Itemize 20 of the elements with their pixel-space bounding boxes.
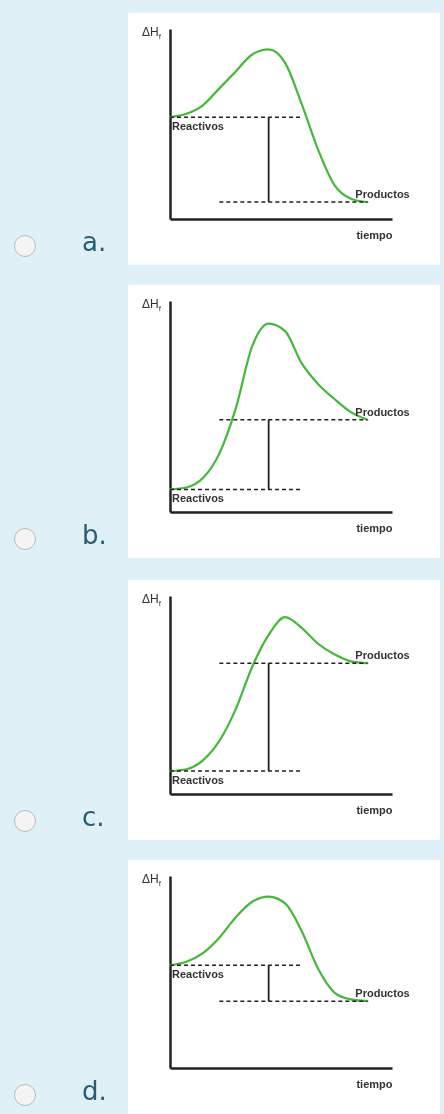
text: c. [82,802,105,832]
text: a. [82,227,107,257]
ref-line-label: Productos [355,649,410,662]
y-axis-title: ΔH$_{f}$ [142,297,161,314]
y-axis-title: ΔH$_{f}$ [142,872,161,889]
ref-line-label: Productos [355,405,410,418]
x-axis-title: tiempo [356,1077,393,1090]
x-axis-title: tiempo [356,803,393,816]
ref-line-label: Reactivos [172,774,224,787]
ref-line-label: Productos [355,188,410,201]
y-axis-title: ΔH$_{f}$ [142,25,161,42]
text: b. [82,520,107,550]
ref-line-label: Reactivos [172,492,224,505]
ref-line-label: Productos [355,987,410,1000]
y-axis-title: ΔH$_{f}$ [142,592,161,609]
x-axis-title: tiempo [356,521,393,534]
ref-line-label: Reactivos [172,968,224,981]
ref-line-label: Reactivos [172,120,224,133]
text: d. [82,1076,107,1106]
x-axis-title: tiempo [356,228,393,241]
